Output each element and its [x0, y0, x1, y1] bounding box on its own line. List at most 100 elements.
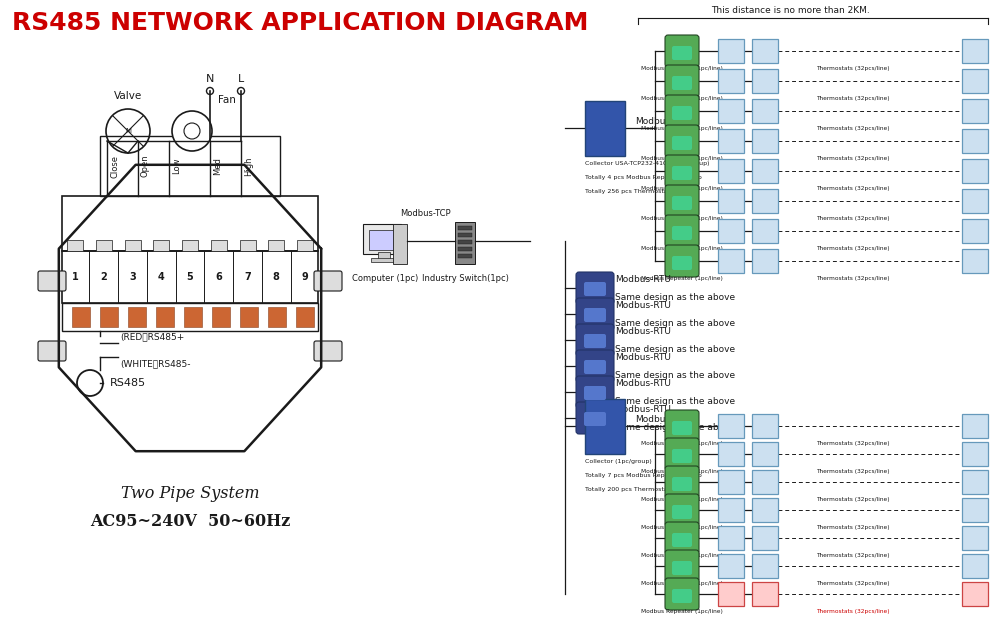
Text: Fan: Fan [218, 95, 236, 105]
FancyBboxPatch shape [584, 282, 606, 296]
Bar [268, 307, 286, 327]
Text: Two Pipe System: Two Pipe System [121, 485, 259, 502]
FancyBboxPatch shape [665, 466, 699, 498]
Bar [752, 442, 778, 466]
Bar [718, 129, 744, 153]
Bar [212, 307, 230, 327]
FancyBboxPatch shape [38, 271, 66, 291]
Bar [752, 526, 778, 550]
FancyBboxPatch shape [672, 589, 692, 603]
Bar [962, 159, 988, 183]
Text: Low: Low [172, 158, 181, 174]
Bar [718, 526, 744, 550]
Bar [962, 526, 988, 550]
Bar [588, 111, 622, 121]
Bar [393, 224, 407, 264]
Text: Modbus Repeater (1pc/line): Modbus Repeater (1pc/line) [641, 441, 723, 446]
Bar [458, 240, 472, 244]
Text: 3: 3 [129, 272, 136, 282]
Text: Modbus-RTU: Modbus-RTU [615, 328, 671, 336]
Text: Thermostats (32pcs/line): Thermostats (32pcs/line) [816, 609, 890, 614]
Text: Modbus-TCP: Modbus-TCP [400, 209, 450, 218]
Bar [156, 307, 174, 327]
Text: (RED）RS485+: (RED）RS485+ [120, 332, 184, 341]
Text: Same design as the above: Same design as the above [615, 424, 735, 432]
FancyBboxPatch shape [314, 341, 342, 361]
FancyBboxPatch shape [584, 334, 606, 348]
Text: Thermostats (32pcs/line): Thermostats (32pcs/line) [816, 186, 890, 191]
Bar [100, 307, 118, 327]
Bar [153, 240, 169, 251]
Bar [752, 414, 778, 438]
Bar [962, 470, 988, 494]
Text: This distance is no more than 2KM.: This distance is no more than 2KM. [711, 6, 869, 15]
FancyBboxPatch shape [584, 360, 606, 374]
Text: 8: 8 [273, 272, 280, 282]
FancyBboxPatch shape [576, 376, 614, 408]
Text: Close: Close [110, 155, 119, 177]
Text: Thermostats (32pcs/line): Thermostats (32pcs/line) [816, 126, 890, 131]
Bar [588, 410, 622, 420]
Bar [752, 189, 778, 213]
Text: Thermostats (32pcs/line): Thermostats (32pcs/line) [816, 276, 890, 281]
Bar [752, 554, 778, 578]
Text: Modbus Repeater (1pc/line): Modbus Repeater (1pc/line) [641, 469, 723, 474]
Bar [752, 159, 778, 183]
FancyBboxPatch shape [665, 185, 699, 217]
Bar [100, 136, 280, 196]
FancyBboxPatch shape [665, 125, 699, 157]
Bar [962, 554, 988, 578]
Bar [752, 470, 778, 494]
Bar [962, 39, 988, 63]
Text: Totally 200 pcs Thermostats/group: Totally 200 pcs Thermostats/group [585, 488, 694, 492]
Text: Totally 256 pcs Thermostats/group: Totally 256 pcs Thermostats/group [585, 190, 694, 195]
Text: 4: 4 [158, 272, 165, 282]
Circle shape [106, 109, 150, 153]
Text: Open: Open [141, 155, 150, 177]
Bar [718, 159, 744, 183]
Text: Same design as the above: Same design as the above [615, 293, 735, 303]
Bar [363, 224, 401, 254]
Text: Thermostats (32pcs/line): Thermostats (32pcs/line) [816, 525, 890, 530]
Bar [962, 414, 988, 438]
Bar [211, 240, 227, 251]
Text: L: L [238, 74, 244, 84]
FancyBboxPatch shape [665, 245, 699, 277]
Text: Thermostats (32pcs/line): Thermostats (32pcs/line) [816, 497, 890, 502]
Bar [240, 240, 256, 251]
Text: RS485 NETWORK APPLICATION DIAGRAM: RS485 NETWORK APPLICATION DIAGRAM [12, 11, 588, 35]
FancyBboxPatch shape [665, 550, 699, 582]
Text: 2: 2 [100, 272, 107, 282]
FancyBboxPatch shape [672, 256, 692, 270]
Text: Modbus Repeater (1pc/line): Modbus Repeater (1pc/line) [641, 246, 723, 251]
Bar [752, 219, 778, 243]
Text: Totally 7 pcs Modbus Repeater/group: Totally 7 pcs Modbus Repeater/group [585, 473, 702, 478]
Text: Modbus Repeater (1pc/line): Modbus Repeater (1pc/line) [641, 609, 723, 614]
Bar [458, 233, 472, 237]
Bar [296, 307, 314, 327]
FancyBboxPatch shape [672, 477, 692, 491]
Bar [962, 129, 988, 153]
Bar [588, 439, 622, 450]
FancyBboxPatch shape [672, 46, 692, 60]
FancyBboxPatch shape [665, 35, 699, 67]
Bar [369, 230, 395, 250]
Bar [718, 39, 744, 63]
FancyBboxPatch shape [665, 215, 699, 247]
Text: Same design as the above: Same design as the above [615, 371, 735, 380]
Bar [718, 249, 744, 273]
Bar [125, 240, 140, 251]
Bar [588, 127, 622, 137]
FancyBboxPatch shape [665, 438, 699, 470]
FancyBboxPatch shape [672, 166, 692, 180]
Bar [458, 226, 472, 230]
FancyBboxPatch shape [584, 308, 606, 322]
Text: Thermostats (32pcs/line): Thermostats (32pcs/line) [816, 96, 890, 101]
Bar [962, 219, 988, 243]
Text: Totally 4 pcs Modbus Repeater/group: Totally 4 pcs Modbus Repeater/group [585, 176, 702, 181]
Bar [752, 249, 778, 273]
Text: Valve: Valve [114, 91, 142, 101]
Text: Modbus Repeater (1pc/line): Modbus Repeater (1pc/line) [641, 553, 723, 558]
Text: M: M [125, 128, 131, 134]
Bar [962, 69, 988, 93]
